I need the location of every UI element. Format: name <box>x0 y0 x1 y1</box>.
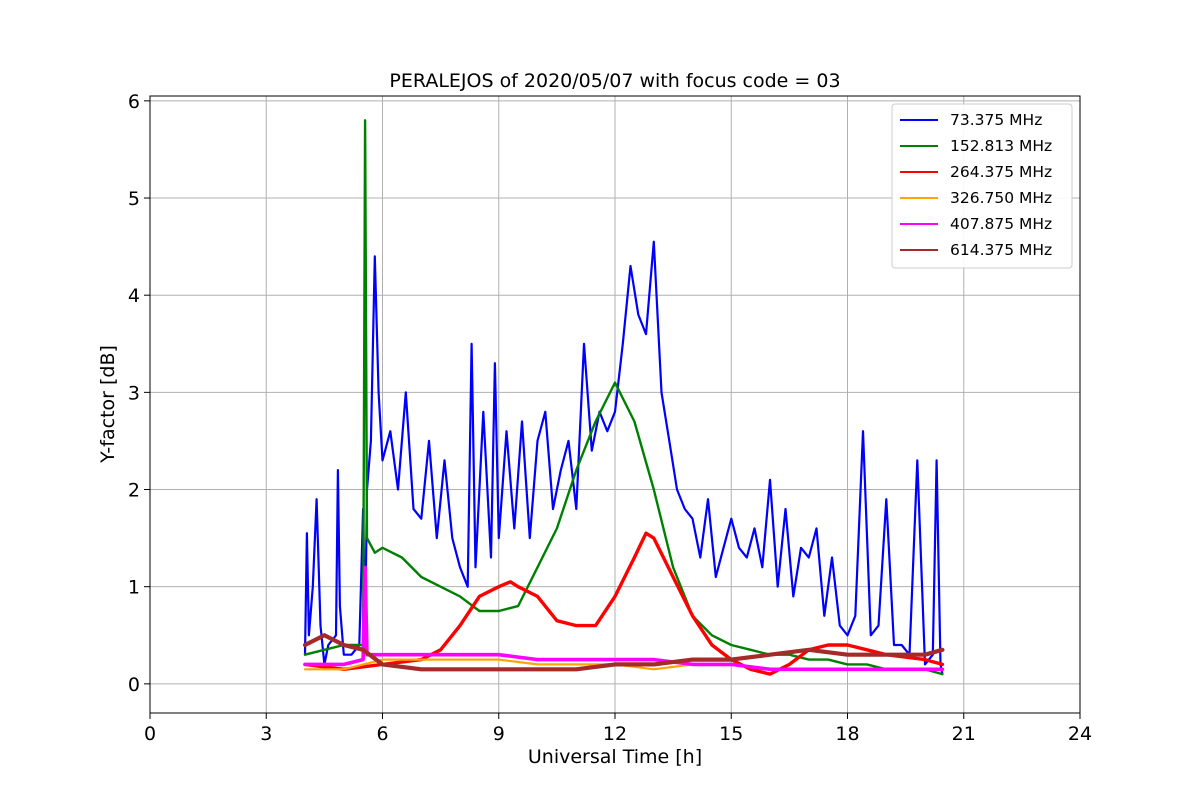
legend-label: 73.375 MHz <box>950 111 1042 129</box>
legend-label: 152.813 MHz <box>950 137 1052 155</box>
y-tick-label: 5 <box>128 188 140 210</box>
x-tick-label: 0 <box>144 723 156 745</box>
y-tick-label: 3 <box>128 382 140 404</box>
x-tick-label: 24 <box>1068 723 1092 745</box>
x-axis-label: Universal Time [h] <box>528 746 702 768</box>
y-tick-label: 0 <box>128 674 140 696</box>
series-line-6 <box>302 633 945 672</box>
x-tick-label: 9 <box>493 723 505 745</box>
y-tick-label: 1 <box>128 577 140 599</box>
y-tick-label: 2 <box>128 480 140 502</box>
y-tick-label: 6 <box>128 91 140 113</box>
y-axis-ticks: 0 1 2 3 4 5 6 <box>128 91 150 696</box>
chart-title: PERALEJOS of 2020/05/07 with focus code … <box>389 70 840 92</box>
x-tick-label: 6 <box>376 723 388 745</box>
y-tick-label: 4 <box>128 285 140 307</box>
series-line-2 <box>303 119 944 676</box>
x-tick-label: 3 <box>260 723 272 745</box>
series-line-3 <box>303 531 945 676</box>
x-tick-label: 15 <box>719 723 743 745</box>
x-tick-label: 18 <box>835 723 859 745</box>
y-axis-label: Y-factor [dB] <box>97 345 119 464</box>
series-lines <box>302 119 945 676</box>
x-tick-label: 21 <box>952 723 976 745</box>
legend-label: 264.375 MHz <box>950 163 1052 181</box>
legend-label: 326.750 MHz <box>950 189 1052 207</box>
legend-label: 407.875 MHz <box>950 215 1052 233</box>
series-line-5 <box>303 565 945 672</box>
x-tick-label: 12 <box>603 723 627 745</box>
x-axis-ticks: 0 3 6 9 12 15 18 21 24 <box>144 713 1092 745</box>
legend: 73.375 MHz 152.813 MHz 264.375 MHz 326.750 … <box>891 103 1073 269</box>
legend-label: 614.375 MHz <box>950 241 1052 259</box>
